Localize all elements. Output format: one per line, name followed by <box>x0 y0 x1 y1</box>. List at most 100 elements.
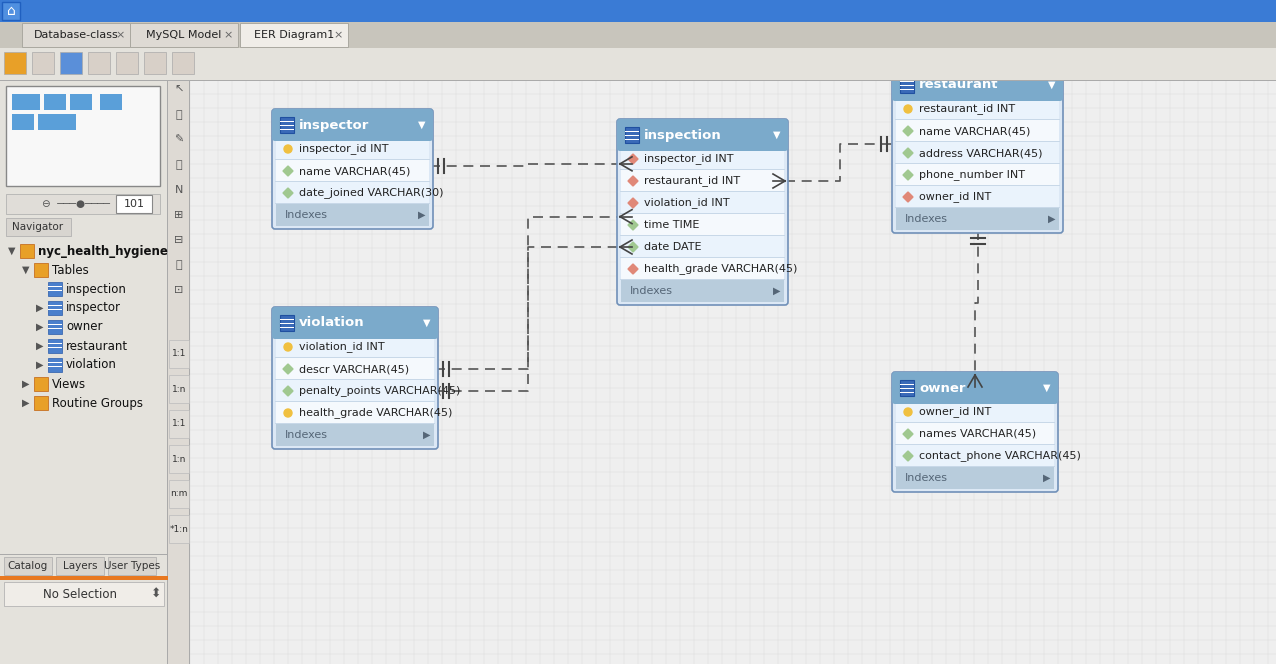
Bar <box>894 185 1060 186</box>
Bar <box>6 86 160 186</box>
Bar <box>48 328 63 329</box>
Text: Tables: Tables <box>52 264 89 276</box>
Circle shape <box>285 343 292 351</box>
Text: inspection: inspection <box>644 129 722 141</box>
Bar <box>620 235 785 236</box>
Text: Indexes: Indexes <box>630 286 672 296</box>
Bar <box>48 309 63 310</box>
Text: ▶: ▶ <box>22 398 29 408</box>
Bar <box>894 141 1060 142</box>
Text: violation: violation <box>66 359 117 371</box>
Bar <box>48 343 63 344</box>
Bar <box>620 191 785 192</box>
Bar <box>108 557 156 575</box>
Text: 1:1: 1:1 <box>172 349 186 359</box>
Bar <box>620 213 785 214</box>
Polygon shape <box>283 364 293 374</box>
Bar <box>279 121 293 122</box>
Text: 101: 101 <box>124 199 144 209</box>
Text: ▼: ▼ <box>22 265 29 275</box>
FancyBboxPatch shape <box>892 69 1063 233</box>
Text: violation_id INT: violation_id INT <box>299 341 384 353</box>
Bar <box>276 401 435 402</box>
Bar <box>279 323 293 324</box>
Text: ✋: ✋ <box>176 110 182 120</box>
Bar <box>279 129 293 130</box>
Bar <box>900 392 914 393</box>
Bar <box>621 258 783 280</box>
Text: ▼: ▼ <box>8 246 15 256</box>
Text: name VARCHAR(45): name VARCHAR(45) <box>919 126 1031 136</box>
Bar <box>621 192 783 214</box>
Text: contact_phone VARCHAR(45): contact_phone VARCHAR(45) <box>919 451 1081 461</box>
Text: Indexes: Indexes <box>905 473 948 483</box>
Text: ×: × <box>115 30 125 40</box>
Text: ▼: ▼ <box>424 318 431 328</box>
Text: ▶: ▶ <box>1049 214 1055 224</box>
Text: User Types: User Types <box>103 561 160 571</box>
Text: nyc_health_hygiene: nyc_health_hygiene <box>38 244 168 258</box>
Bar <box>900 384 914 385</box>
Bar <box>144 52 166 74</box>
Text: inspector: inspector <box>299 118 369 131</box>
Text: descr VARCHAR(45): descr VARCHAR(45) <box>299 364 410 374</box>
Bar <box>276 423 435 424</box>
Bar <box>6 218 71 236</box>
Circle shape <box>903 105 912 113</box>
Bar <box>4 52 26 74</box>
FancyBboxPatch shape <box>272 307 438 449</box>
Text: ↖: ↖ <box>175 85 184 95</box>
Bar <box>620 169 785 170</box>
Polygon shape <box>903 170 914 180</box>
Text: Routine Groups: Routine Groups <box>52 396 143 410</box>
Text: owner: owner <box>66 321 102 333</box>
Text: EER Diagram1: EER Diagram1 <box>254 30 334 40</box>
Polygon shape <box>903 429 914 439</box>
Bar <box>276 358 434 380</box>
Text: ▶: ▶ <box>419 210 426 220</box>
Polygon shape <box>283 166 293 176</box>
Text: restaurant_id INT: restaurant_id INT <box>919 104 1016 114</box>
Text: owner: owner <box>919 382 966 394</box>
Bar <box>894 444 1055 445</box>
Bar <box>0 80 168 664</box>
Text: inspector_id INT: inspector_id INT <box>299 143 388 155</box>
FancyBboxPatch shape <box>892 372 1058 404</box>
Text: Database-class: Database-class <box>33 30 119 40</box>
Bar <box>48 286 63 287</box>
Bar <box>900 85 914 86</box>
Bar <box>48 362 63 363</box>
Bar <box>60 52 82 74</box>
Bar <box>900 81 914 82</box>
Text: 1:n: 1:n <box>172 454 186 463</box>
Bar <box>22 23 130 47</box>
Circle shape <box>285 145 292 153</box>
Text: inspection: inspection <box>66 282 126 295</box>
Text: date DATE: date DATE <box>644 242 702 252</box>
Text: *1:n: *1:n <box>170 525 189 533</box>
Bar <box>0 80 1276 81</box>
Polygon shape <box>628 220 638 230</box>
Text: Indexes: Indexes <box>285 210 328 220</box>
FancyBboxPatch shape <box>892 69 1063 101</box>
Bar <box>276 424 434 446</box>
Bar <box>279 125 293 126</box>
Bar <box>116 195 152 213</box>
Bar <box>34 377 48 391</box>
Bar <box>896 401 1054 423</box>
Text: violation_id INT: violation_id INT <box>644 198 730 208</box>
Bar <box>625 131 639 132</box>
Text: ▼: ▼ <box>1044 383 1050 393</box>
Bar <box>88 52 110 74</box>
Bar <box>48 320 63 334</box>
Bar <box>4 557 52 575</box>
Bar <box>276 138 429 160</box>
Bar <box>168 375 189 403</box>
Text: n:m: n:m <box>170 489 188 499</box>
Text: date_joined VARCHAR(30): date_joined VARCHAR(30) <box>299 187 444 199</box>
Bar <box>48 358 63 372</box>
Bar <box>276 379 435 380</box>
FancyBboxPatch shape <box>892 372 1058 492</box>
Bar <box>621 148 783 170</box>
Bar <box>48 290 63 291</box>
